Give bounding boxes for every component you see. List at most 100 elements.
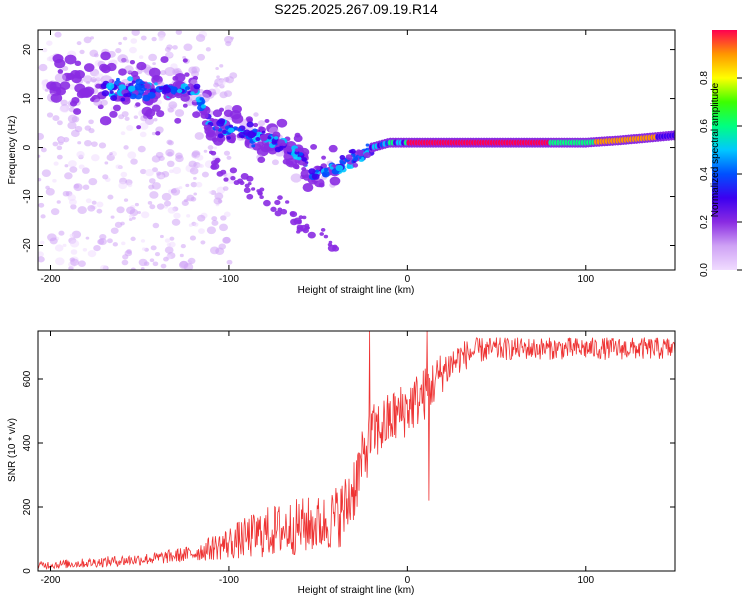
y-tick-label: 0 [22,568,33,574]
spectral-blob [140,267,145,270]
spectrogram-x-label: Height of straight line (km) [298,285,415,296]
spectral-blob [121,111,129,117]
y-tick-label: -10 [22,189,33,204]
spectral-blob [127,183,133,188]
spectral-blob [118,68,127,76]
spectral-blob [182,103,188,108]
spectral-blob [67,121,77,130]
spectral-blob [118,41,122,45]
spectral-blob [357,149,365,157]
spectral-blob [149,204,156,210]
spectral-blob [156,110,165,118]
spectral-blob [348,149,354,154]
spectral-blob [120,131,126,136]
spectral-blob [270,206,277,212]
spectral-blob [112,104,121,112]
spectral-blob [60,105,70,113]
spectral-blob [38,202,45,208]
spectral-blob [260,143,271,153]
spectral-blob [271,159,279,166]
spectral-blob [171,218,181,226]
spectral-blob [142,94,151,102]
spectral-blob [225,41,232,47]
spectral-blob [158,37,164,42]
spectral-blob [71,230,82,239]
spectral-blob [183,43,193,51]
spectral-blob [96,208,103,214]
spectral-blob [174,109,185,117]
spectral-blob [219,91,228,99]
spectral-blob [140,115,148,122]
snr-y-label: SNR (10 * v/v) [7,418,18,482]
spectral-blob [251,187,256,191]
spectral-blob [41,169,51,178]
spectral-blob [352,162,359,168]
spectral-blob [251,144,256,148]
spectral-blob [154,82,158,86]
spectral-blob [46,40,53,46]
spectral-blob [179,253,184,258]
spectral-blob [50,208,60,216]
spectral-blob [160,263,167,269]
colorbar-scale [712,30,737,270]
spectral-blob [84,139,92,147]
spectral-blob [96,201,104,208]
spectral-blob [38,63,48,72]
spectral-blob [42,47,48,53]
spectral-blob [98,238,107,246]
spectral-blob [224,35,234,44]
spectral-blob [126,206,136,215]
spectral-blob [219,223,228,232]
spectral-blob [267,136,272,140]
spectral-blob [213,146,218,150]
colorbar-tick-label: 0.2 [699,215,710,229]
spectral-blob [144,90,149,94]
x-tick-label: -200 [40,575,60,586]
spectral-blob [217,133,224,139]
spectral-blob [85,236,90,240]
spectral-blob [130,38,138,44]
spectral-blob [130,158,138,165]
spectral-blob [332,245,340,252]
spectral-blob [169,169,174,174]
spectral-blob [223,177,229,182]
spectral-blob [365,143,370,147]
spectral-blob [100,51,111,61]
spectral-blob [136,69,143,75]
spectral-blob [200,240,206,245]
spectral-blob [298,215,304,220]
spectral-blob [172,45,178,50]
spectral-blob [273,136,279,140]
spectrogram-x-ticks: -200 -100 0 100 [40,30,595,285]
spectrogram-plot-area [38,30,675,270]
spectral-blob [206,226,217,235]
spectral-blob [183,198,188,203]
spectral-blob [130,236,136,242]
spectral-blob [222,186,229,191]
spectral-blob [93,98,102,107]
x-tick-label: 0 [405,274,411,285]
spectral-blob [207,145,214,150]
spectral-blob [112,242,118,247]
spectral-blob [222,129,228,135]
spectral-blob [84,125,92,131]
spectral-blob [253,122,259,128]
spectrogram-y-label: Frequency (Hz) [7,116,18,185]
spectral-blob [151,131,156,136]
spectral-blob [91,154,100,162]
spectral-blob [285,148,290,152]
spectral-blob [200,112,209,119]
spectral-blob [167,140,174,146]
spectral-blob [141,106,153,116]
spectral-blob [69,100,78,107]
spectral-blob [151,104,161,112]
spectral-blob [64,164,69,168]
spectral-blob [302,162,308,167]
spectral-blob [100,99,108,106]
spectral-blob [69,233,75,238]
spectral-blob [77,206,87,215]
spectral-blob [106,238,113,244]
spectral-blob [215,66,219,70]
spectral-blob [83,75,93,84]
spectrogram-frame [37,29,676,271]
